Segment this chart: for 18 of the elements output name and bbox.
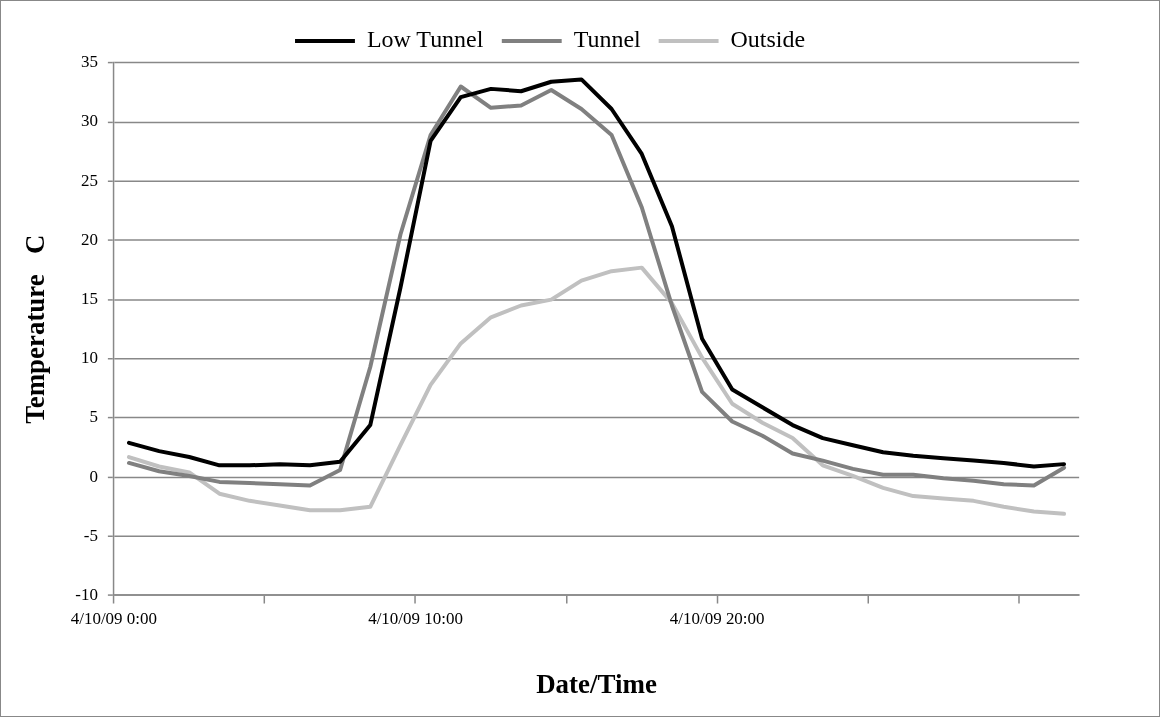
legend-label: Tunnel [573, 26, 642, 53]
y-tick-label: -5 [83, 525, 98, 545]
y-tick-label: 35 [80, 52, 98, 72]
y-tick-label: 20 [80, 229, 98, 249]
y-tick-label: 30 [80, 111, 98, 131]
x-axis-title: Date/Time [536, 668, 657, 699]
x-tick-label: 4/10/09 0:00 [70, 609, 157, 629]
x-tick-label: 4/10/09 10:00 [368, 609, 463, 629]
legend-label: Low Tunnel [366, 26, 484, 53]
y-axis-title: Temperature C [20, 234, 51, 424]
y-tick-label: 10 [80, 348, 98, 368]
y-tick-label: 15 [80, 289, 98, 309]
legend-label: Outside [730, 26, 806, 53]
y-tick-label: 25 [80, 170, 98, 190]
y-tick-label: 5 [89, 407, 98, 427]
y-tick-label: -10 [75, 585, 98, 604]
y-tick-label: 0 [89, 466, 98, 486]
x-tick-label: 4/10/09 20:00 [669, 609, 765, 629]
